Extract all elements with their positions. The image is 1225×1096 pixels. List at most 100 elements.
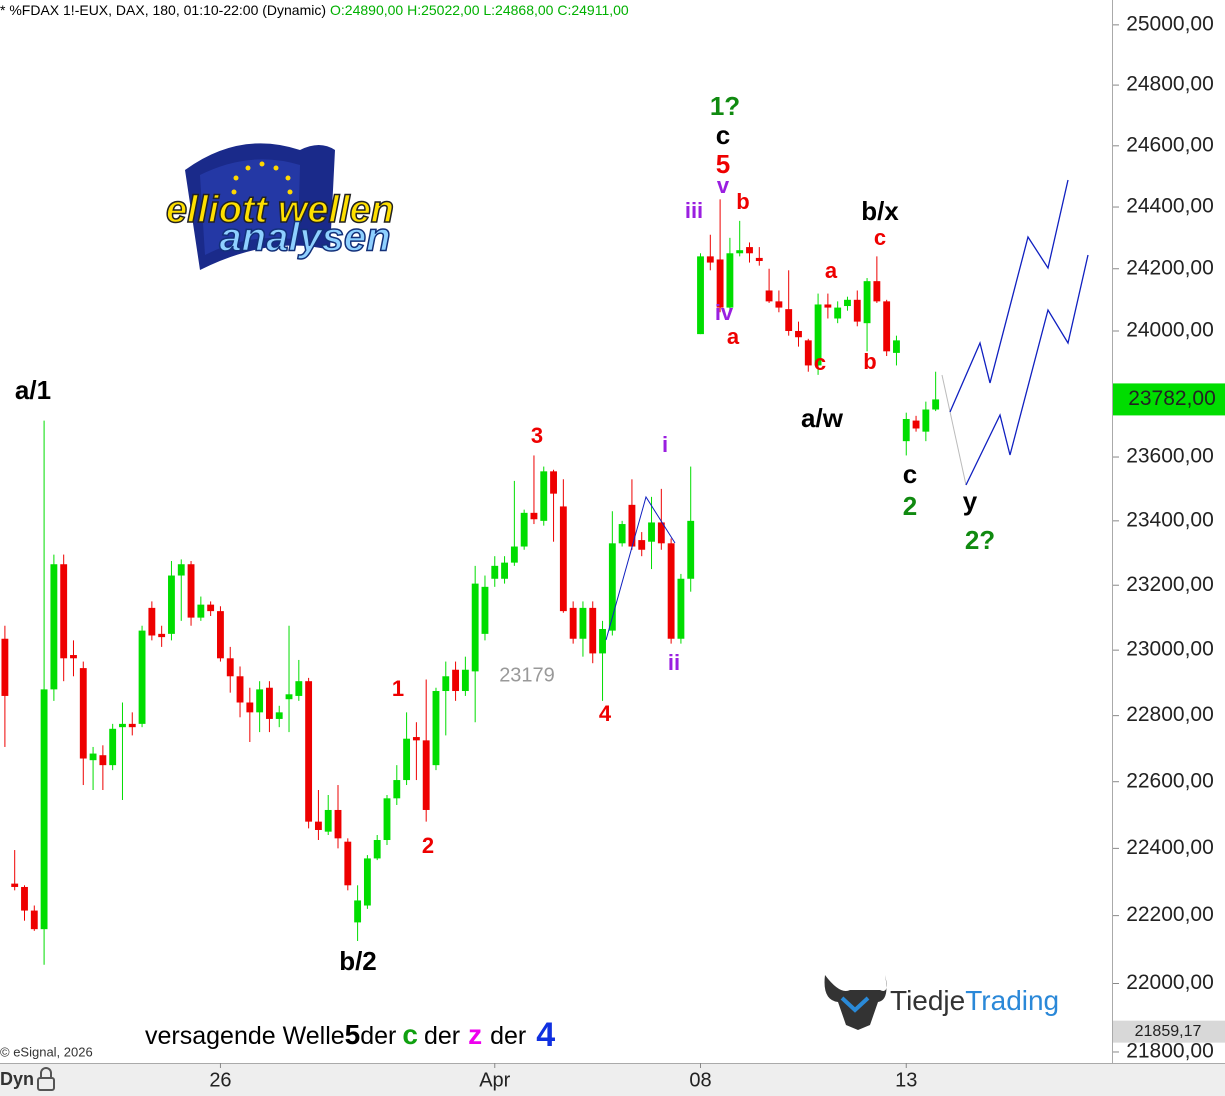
candle-body bbox=[775, 301, 783, 308]
candle-body bbox=[844, 299, 851, 307]
annotation: 23179 bbox=[499, 664, 555, 686]
candle-body bbox=[785, 309, 793, 331]
brand-a: Tiedje bbox=[890, 985, 965, 1016]
candle-body bbox=[452, 669, 460, 692]
annotation: c bbox=[903, 459, 917, 489]
candle-body bbox=[354, 900, 362, 923]
candle-body bbox=[579, 607, 587, 639]
y-axis: 21800,00 22000,00 22200,00 22400,00 22600,00… bbox=[1113, 12, 1225, 1063]
candle-body bbox=[550, 471, 557, 494]
candle-body bbox=[599, 628, 606, 654]
candle-body bbox=[461, 669, 469, 692]
annotation: 1 bbox=[392, 676, 404, 701]
x-axis: 26 Apr 08 13 bbox=[209, 1063, 917, 1091]
candle-body bbox=[726, 253, 734, 308]
candle-body bbox=[912, 420, 920, 429]
candle-body bbox=[902, 418, 910, 442]
candle-body bbox=[256, 689, 264, 713]
candles bbox=[1, 199, 940, 965]
candle-body bbox=[226, 658, 234, 677]
candle-body bbox=[589, 607, 597, 654]
candle-body bbox=[697, 256, 704, 335]
candle-body bbox=[491, 565, 499, 579]
last-price-label: 23782,00 bbox=[1128, 387, 1216, 410]
candle-body bbox=[648, 522, 655, 542]
footer-part: z bbox=[468, 1019, 482, 1050]
projection-line bbox=[965, 254, 1089, 486]
annotation: b bbox=[863, 349, 876, 374]
y-tick-label: 25000,00 bbox=[1126, 12, 1214, 35]
candle-body bbox=[677, 578, 685, 639]
candle-body bbox=[50, 564, 58, 690]
candle-body bbox=[530, 512, 538, 520]
drawing-line bbox=[605, 495, 676, 641]
annotation: 2 bbox=[422, 833, 434, 858]
candle-body bbox=[628, 504, 636, 547]
title: * %FDAX 1!-EUX, DAX, 180, 01:10-22:00 (D… bbox=[0, 2, 326, 18]
candle-body bbox=[11, 883, 19, 887]
candle-body bbox=[795, 330, 802, 338]
logo-text: analysen bbox=[219, 216, 390, 260]
annotation: 4 bbox=[599, 701, 612, 726]
candle-body bbox=[314, 821, 322, 830]
annotation: 2 bbox=[903, 491, 917, 521]
footer-part: versagende Welle bbox=[145, 1022, 345, 1050]
candle-body bbox=[40, 689, 48, 930]
candle-body bbox=[932, 399, 940, 410]
footer-part: der bbox=[360, 1022, 396, 1050]
candle-body bbox=[667, 543, 675, 639]
candle-body bbox=[334, 809, 342, 839]
candle-body bbox=[481, 586, 489, 634]
candle-body bbox=[138, 630, 146, 724]
annotation: v bbox=[717, 173, 730, 198]
candle-body bbox=[305, 681, 313, 822]
candle-body bbox=[158, 633, 166, 638]
candle-body bbox=[442, 676, 450, 692]
header: * %FDAX 1!-EUX, DAX, 180, 01:10-22:00 (D… bbox=[0, 2, 629, 18]
cursor-price-label: 21859,17 bbox=[1135, 1023, 1202, 1040]
candle-body bbox=[119, 723, 126, 728]
annotation: a bbox=[727, 324, 740, 349]
annotation: 3 bbox=[531, 423, 543, 448]
candle-body bbox=[207, 604, 215, 612]
annotation: iii bbox=[685, 198, 703, 223]
candle-body bbox=[814, 304, 822, 366]
logo: elliott wellen analysen bbox=[165, 143, 395, 270]
footer-part: der bbox=[490, 1022, 526, 1050]
footer-part: c bbox=[402, 1019, 418, 1050]
y-tick-label: 24200,00 bbox=[1126, 256, 1214, 279]
candle-body bbox=[520, 512, 528, 547]
candle-body bbox=[363, 858, 371, 906]
candle-body bbox=[638, 540, 646, 550]
candle-body bbox=[922, 409, 930, 432]
candle-body bbox=[834, 307, 842, 319]
candle-body bbox=[412, 737, 420, 741]
drawing-line bbox=[941, 374, 967, 486]
candle-body bbox=[422, 740, 430, 810]
candle-body bbox=[510, 546, 518, 563]
candle-body bbox=[873, 281, 881, 302]
candle-body bbox=[177, 564, 185, 576]
copyright: © eSignal, 2026 bbox=[0, 1044, 93, 1059]
x-tick-label: 26 bbox=[209, 1069, 231, 1091]
candle-body bbox=[344, 841, 352, 886]
y-tick-label: 22400,00 bbox=[1126, 836, 1214, 859]
time-axis bbox=[0, 1063, 1225, 1096]
y-tick-label: 22600,00 bbox=[1126, 769, 1214, 792]
candle-body bbox=[569, 607, 577, 639]
candle-body bbox=[893, 340, 900, 353]
candle-body bbox=[736, 250, 744, 254]
candle-body bbox=[746, 247, 753, 254]
candle-body bbox=[501, 562, 508, 579]
candle-body bbox=[236, 676, 244, 703]
candle-body bbox=[128, 723, 136, 728]
brand: TiedjeTrading bbox=[890, 985, 1059, 1016]
annotation: a/w bbox=[801, 403, 844, 433]
footer-part: 5 bbox=[345, 1019, 361, 1050]
y-tick-label: 23200,00 bbox=[1126, 573, 1214, 596]
candle-body bbox=[765, 290, 773, 302]
candle-body bbox=[687, 520, 695, 579]
annotation: c bbox=[716, 120, 730, 150]
candle-body bbox=[853, 299, 861, 322]
candle-body bbox=[148, 607, 156, 636]
